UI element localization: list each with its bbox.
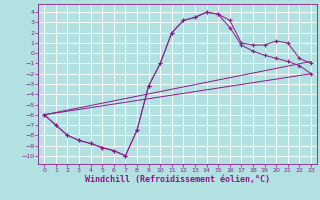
X-axis label: Windchill (Refroidissement éolien,°C): Windchill (Refroidissement éolien,°C) (85, 175, 270, 184)
